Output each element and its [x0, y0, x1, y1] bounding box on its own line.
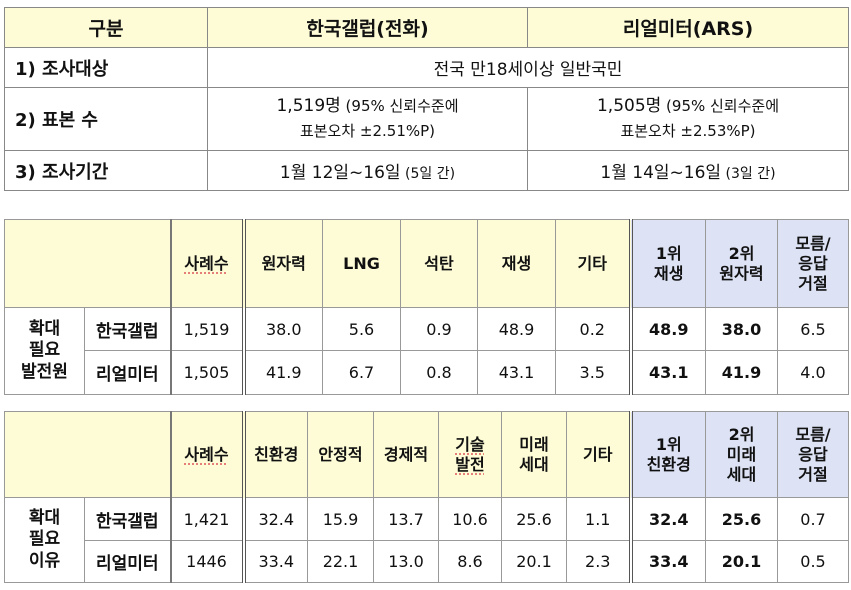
table-row: 확대 필요 이유 한국갤럽 1,421 32.4 15.9 13.7 10.6 … [4, 497, 849, 583]
sample-count: 1,519명 [276, 95, 341, 116]
cell-value: 0.9 [400, 307, 478, 351]
row-sample-size: 2) 표본 수 1,519명 (95% 신뢰수준에 표본오차 ±2.51%P) … [4, 87, 849, 151]
cases-value: 1,505 [169, 350, 244, 395]
survey-info-header-row: 구분 한국갤럽(전화) 리얼미터(ARS) [4, 7, 849, 48]
sample-error: 표본오차 ±2.53%P) [620, 122, 756, 140]
dont-know-value: 6.5 [777, 307, 849, 351]
header-rank2: 2위 원자력 [705, 219, 778, 308]
header-category: 구분 [4, 7, 208, 48]
table-row: 확대 필요 발전원 한국갤럽 1,519 38.0 5.6 0.9 48.9 0… [4, 307, 849, 395]
sample-error: 표본오차 ±2.51%P) [299, 122, 436, 140]
row-target: 1) 조사대상 전국 만18세이상 일반국민 [4, 47, 849, 88]
cell-value: 10.6 [438, 497, 502, 541]
cell-value: 0.2 [555, 307, 631, 351]
cell-value: 8.6 [438, 540, 502, 583]
cell-value: 3.5 [555, 350, 631, 395]
header-realmeter: 리얼미터(ARS) [527, 7, 849, 48]
cell-value: 5.6 [322, 307, 401, 351]
header-future-generation: 미래 세대 [501, 411, 567, 498]
table-row: 리얼미터 1,505 41.9 6.7 0.8 43.1 3.5 43.1 41… [5, 350, 849, 395]
value-sample-gallup: 1,519명 (95% 신뢰수준에 표본오차 ±2.51%P) [207, 87, 528, 151]
header-cases: 사례수 [169, 219, 244, 308]
header-rank1: 1위 재생 [628, 219, 706, 308]
org-name: 한국갤럽 [84, 497, 171, 541]
header-other: 기타 [566, 411, 631, 498]
header-dont-know: 모름/응답 거절 [777, 411, 849, 498]
cell-value: 32.4 [241, 497, 308, 541]
cases-value: 1446 [169, 540, 244, 583]
period-days: (3일 간) [721, 166, 776, 182]
rank2-value: 38.0 [705, 307, 778, 351]
rank1-value: 33.4 [628, 540, 706, 583]
cell-value: 43.1 [477, 350, 556, 395]
cell-value: 20.1 [501, 540, 567, 583]
dont-know-value: 0.5 [777, 540, 849, 583]
org-name: 한국갤럽 [84, 307, 171, 351]
header-rank1: 1위 친환경 [628, 411, 706, 498]
header-lng: LNG [322, 219, 401, 308]
reason-table: 사례수 친환경 안정적 경제적 기술 발전 미래 세대 기타 1위 친환경 2위 미래 세… [4, 411, 849, 583]
cell-value: 2.3 [566, 540, 631, 583]
period-days: (5일 간) [400, 166, 456, 182]
header-eco-friendly: 친환경 [241, 411, 308, 498]
rank1-value: 32.4 [628, 497, 706, 541]
header-dont-know: 모름/응답 거절 [777, 219, 849, 308]
header-gallup: 한국갤럽(전화) [207, 7, 528, 48]
group-label: 확대 필요 발전원 [4, 307, 85, 395]
period-dates: 1월 12일~16일 [279, 163, 401, 183]
power-header-row: 사례수 원자력 LNG 석탄 재생 기타 1위 재생 2위 원자력 모름/응답 거절 [4, 219, 849, 308]
header-other: 기타 [555, 219, 631, 308]
cell-value: 25.6 [501, 497, 567, 541]
header-cases: 사례수 [169, 411, 244, 498]
rank1-value: 43.1 [628, 350, 706, 395]
cell-value: 38.0 [241, 307, 323, 351]
cell-value: 15.9 [307, 497, 374, 541]
cell-value: 48.9 [477, 307, 556, 351]
sample-confidence: (95% 신뢰수준에 [340, 96, 459, 115]
cell-value: 0.8 [400, 350, 478, 395]
rank2-value: 20.1 [705, 540, 778, 583]
header-renewable: 재생 [477, 219, 556, 308]
value-sample-realmeter: 1,505명 (95% 신뢰수준에 표본오차 ±2.53%P) [527, 87, 849, 151]
rank2-value: 41.9 [705, 350, 778, 395]
cell-value: 13.0 [373, 540, 439, 583]
label-period: 3) 조사기간 [4, 150, 208, 191]
table-row: 리얼미터 1446 33.4 22.1 13.0 8.6 20.1 2.3 33… [5, 540, 849, 583]
header-economic: 경제적 [373, 411, 439, 498]
group-label: 확대 필요 이유 [4, 497, 85, 583]
cell-value: 6.7 [322, 350, 401, 395]
sample-count: 1,505명 [596, 95, 662, 116]
header-blank [4, 219, 171, 308]
dont-know-value: 4.0 [777, 350, 849, 395]
row-period: 3) 조사기간 1월 12일~16일 (5일 간) 1월 14일~16일 (3일… [4, 150, 849, 191]
rank1-value: 48.9 [628, 307, 706, 351]
sample-confidence: (95% 신뢰수준에 [661, 96, 780, 115]
reason-header-row: 사례수 친환경 안정적 경제적 기술 발전 미래 세대 기타 1위 친환경 2위 미래 세… [4, 411, 849, 498]
label-sample-size: 2) 표본 수 [4, 87, 208, 151]
cell-value: 22.1 [307, 540, 374, 583]
value-period-gallup: 1월 12일~16일 (5일 간) [207, 150, 528, 191]
cases-value: 1,421 [169, 497, 244, 541]
value-period-realmeter: 1월 14일~16일 (3일 간) [527, 150, 849, 191]
dont-know-value: 0.7 [777, 497, 849, 541]
cell-value: 33.4 [241, 540, 308, 583]
cell-value: 1.1 [566, 497, 631, 541]
header-rank2: 2위 미래 세대 [705, 411, 778, 498]
org-name: 리얼미터 [84, 350, 171, 395]
cell-value: 13.7 [373, 497, 439, 541]
header-coal: 석탄 [400, 219, 478, 308]
header-nuclear: 원자력 [241, 219, 323, 308]
survey-info-table: 구분 한국갤럽(전화) 리얼미터(ARS) 1) 조사대상 전국 만18세이상 … [4, 7, 849, 191]
org-name: 리얼미터 [84, 540, 171, 583]
rank2-value: 25.6 [705, 497, 778, 541]
cell-value: 41.9 [241, 350, 323, 395]
header-tech-advance: 기술 발전 [438, 411, 502, 498]
power-source-table: 사례수 원자력 LNG 석탄 재생 기타 1위 재생 2위 원자력 모름/응답 거절 … [4, 219, 849, 395]
header-blank [4, 411, 171, 498]
value-target: 전국 만18세이상 일반국민 [207, 47, 849, 88]
period-dates: 1월 14일~16일 [600, 163, 722, 183]
cases-value: 1,519 [169, 307, 244, 351]
header-stable: 안정적 [307, 411, 374, 498]
label-target: 1) 조사대상 [4, 47, 208, 88]
